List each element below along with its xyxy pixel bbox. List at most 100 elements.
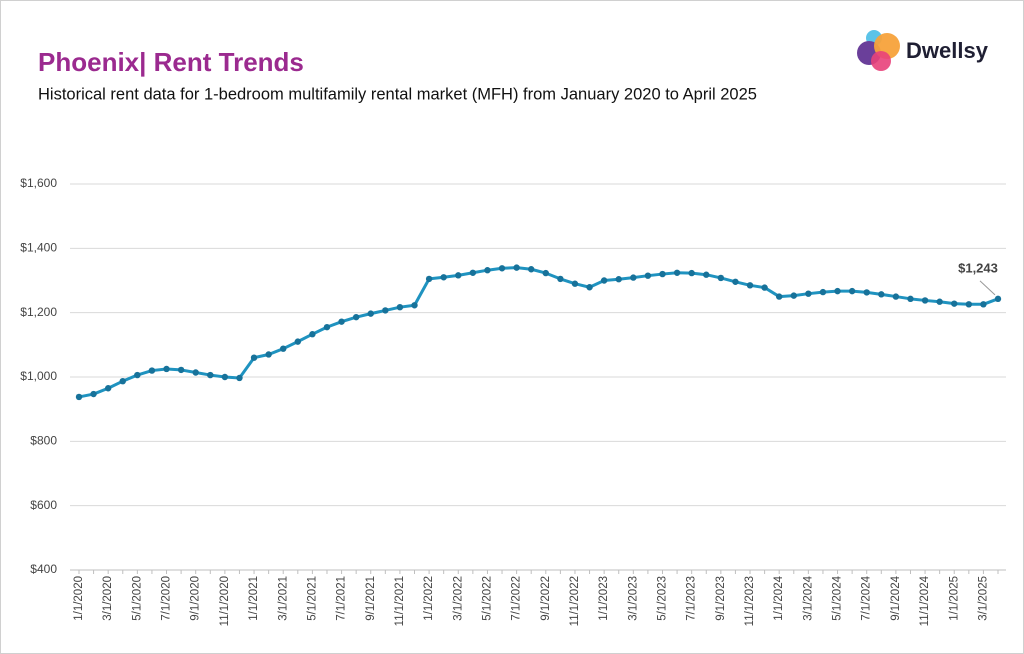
point [863,289,870,296]
point [936,298,943,305]
point [980,301,987,308]
x-tick-label: 9/1/2024 [890,575,902,620]
point [294,338,302,345]
point [951,300,958,307]
point [717,274,725,282]
brand: Dwellsy [906,38,989,63]
x-tick-label: 9/1/2021 [365,576,377,621]
y-tick-label: $1,400 [20,241,57,255]
x-tick-label: 1/1/2021 [248,576,260,621]
x-tick-label: 11/1/2022 [569,576,581,626]
point [177,366,185,374]
point [265,351,272,358]
x-tick-label: 1/1/2022 [423,576,435,621]
point [615,276,622,283]
point [688,269,695,277]
point [600,277,608,284]
x-tick-label: 1/1/2025 [948,576,960,621]
point [192,369,199,376]
chart-subtitle: Historical rent data for 1-bedroom multi… [38,85,757,103]
point [586,284,593,291]
x-tick-label: 5/1/2023 [657,576,669,621]
point [994,295,1002,303]
point [90,390,97,398]
point [659,270,666,278]
x-tick-label: 11/1/2023 [744,576,756,626]
point [732,278,739,285]
point [104,385,112,392]
point [557,275,564,283]
x-tick-label: 5/1/2021 [306,576,318,621]
point [498,265,506,272]
point [790,292,797,299]
y-tick-label: $1,000 [20,369,57,383]
x-tick-label: 11/1/2020 [219,576,231,626]
point [338,318,345,325]
x-tick-label: 3/1/2020 [102,576,114,621]
point [163,365,170,373]
point [746,282,754,289]
logo: Dwellsy [857,30,989,71]
x-tick-label: 3/1/2023 [627,576,639,621]
point [425,275,433,283]
point [703,271,710,278]
x-tick-label: 11/1/2024 [919,575,931,626]
point [834,287,841,295]
data-label: $1,243 [958,260,998,275]
x-tick-label: 5/1/2024 [832,575,844,620]
point [542,269,549,277]
point [382,307,389,314]
x-tick-label: 3/1/2022 [452,576,464,621]
point [207,371,214,379]
point [761,284,768,291]
point [965,301,973,308]
x-tick-label: 7/1/2021 [336,576,348,621]
point [469,269,477,276]
point [352,313,360,321]
point [848,287,856,295]
point [396,303,404,311]
x-tick-label: 7/1/2022 [511,576,523,621]
point [148,367,156,374]
point [309,331,316,338]
label-leader [979,280,996,296]
x-tick-label: 1/1/2023 [598,576,610,621]
point [323,323,331,331]
x-tick-label: 7/1/2024 [861,575,873,620]
point [250,354,258,361]
y-tick-label: $1,200 [20,305,57,319]
point [221,373,229,381]
point [805,290,812,297]
point [75,393,83,401]
point [367,310,374,317]
point [819,288,827,296]
x-tick-label: 5/1/2020 [131,576,143,621]
x-tick-label: 1/1/2020 [73,576,85,621]
point [921,297,929,304]
x-tick-label: 11/1/2021 [394,576,406,626]
point [878,291,885,298]
x-tick-label: 1/1/2024 [773,575,785,620]
point [440,274,447,281]
x-tick-label: 5/1/2022 [481,576,493,621]
x-tick-label: 9/1/2023 [715,576,727,621]
y-tick-label: $1,600 [20,176,57,190]
point [644,272,652,279]
point [484,267,491,274]
line-series [78,266,999,399]
point [513,264,520,271]
point [630,274,637,281]
y-tick-label: $800 [30,434,57,448]
x-tick-label: 3/1/2024 [802,575,814,620]
point [571,280,579,287]
point [134,371,141,379]
point [673,269,681,276]
x-tick-label: 7/1/2020 [161,576,173,621]
point [455,272,462,279]
point [411,302,418,309]
x-tick-label: 3/1/2025 [977,576,989,621]
point [907,295,914,303]
x-tick-label: 7/1/2023 [686,576,698,621]
